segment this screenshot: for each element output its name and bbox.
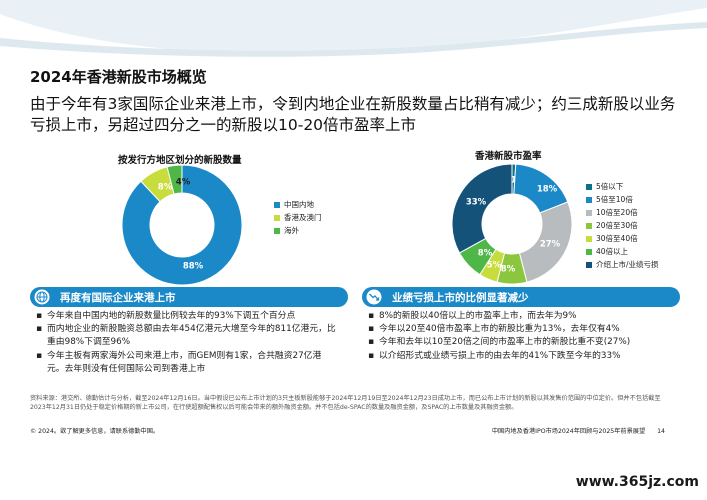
slice-label: 18% [537, 185, 558, 195]
legend-swatch [586, 222, 592, 229]
legend-swatch [274, 201, 280, 208]
legend-swatch [274, 227, 280, 234]
legend-label: 香港及澳门 [284, 213, 322, 222]
report-footer: 中国内地及香港IPO市场2024年回顾与2025年前景展望 14 [492, 426, 665, 435]
legend-label: 5倍以下 [596, 182, 624, 191]
legend-item: 20倍至30倍 [586, 219, 659, 232]
legend-swatch [586, 183, 592, 190]
right-bullet-list: 8%的新股以40倍以上的市盈率上市，而去年为9% 今年以20至40倍市盈率上市的… [368, 310, 678, 363]
report-title: 中国内地及香港IPO市场2024年回顾与2025年前景展望 [491, 428, 646, 435]
legend-label: 30倍至40倍 [596, 234, 638, 243]
donut-slice [166, 164, 183, 195]
legend-item: 中国内地 [274, 198, 322, 211]
slice-label: 27% [540, 240, 561, 250]
page-number: 14 [657, 428, 665, 435]
legend-item: 40倍以上 [586, 245, 659, 258]
list-item: 今年主板有两家海外公司来港上市，而GEM则有1家，合共融资27亿港元。去年则没有… [36, 350, 336, 376]
legend-label: 中国内地 [284, 200, 314, 209]
chart-1-title: 按发行方地区划分的新股数量 [118, 155, 242, 166]
legend-swatch [586, 261, 592, 268]
chart-1-legend: 中国内地香港及澳门海外 [274, 198, 322, 237]
legend-swatch [586, 235, 592, 242]
legend-item: 5倍以下 [586, 180, 659, 193]
legend-label: 海外 [284, 226, 299, 235]
header-decoration [0, 0, 707, 57]
legend-swatch [274, 214, 280, 221]
slice-label: 5% [487, 261, 502, 271]
slice-label: 8% [158, 183, 173, 193]
trend-down-icon [366, 289, 382, 305]
globe-icon [34, 289, 50, 305]
slice-label: 4% [176, 178, 191, 188]
source-note: 资料来源：港交所、德勤估计与分析，截至2024年12月16日。当中假设已公布上市… [30, 395, 661, 411]
legend-label: 10倍至20倍 [596, 208, 638, 217]
donut-slice [121, 164, 243, 286]
legend-item: 香港及澳门 [274, 211, 322, 224]
slice-label: 8% [501, 265, 516, 275]
list-item: 而内地企业的新股融资总额由去年454亿港元大增至今年的811亿港元，比重由98%… [36, 323, 336, 349]
page-title: 2024年香港新股市场概览 [30, 68, 207, 86]
watermark: www.365jz.com [575, 474, 699, 490]
legend-item: 30倍至40倍 [586, 232, 659, 245]
list-item: 以介绍形式或业绩亏损上市的由去年的41%下跌至今年的33% [368, 350, 678, 363]
left-bullet-list: 今年来自中国内地的新股数量比例较去年的93%下调五个百分点 而内地企业的新股融资… [36, 310, 336, 376]
slice-label: 88% [183, 262, 204, 272]
legend-item: 介绍上市/业绩亏损 [586, 258, 659, 271]
legend-item: 10倍至20倍 [586, 206, 659, 219]
slice-label: 33% [466, 198, 487, 208]
region-donut-chart: 88% 8% 4% [121, 164, 243, 286]
left-banner-text: 再度有国际企业来港上市 [60, 291, 176, 304]
left-banner: 再度有国际企业来港上市 [30, 287, 348, 307]
right-banner: 业绩亏损上市的比例显著减少 [362, 287, 680, 307]
legend-label: 5倍至10倍 [596, 195, 633, 204]
list-item: 今年以20至40倍市盈率上市的新股比重为13%，去年仅有4% [368, 323, 678, 336]
list-item: 8%的新股以40倍以上的市盈率上市，而去年为9% [368, 310, 678, 323]
legend-swatch [586, 209, 592, 216]
right-banner-text: 业绩亏损上市的比例显著减少 [392, 291, 529, 304]
list-item: 今年来自中国内地的新股数量比例较去年的93%下调五个百分点 [36, 310, 336, 323]
legend-item: 5倍至10倍 [586, 193, 659, 206]
legend-label: 介绍上市/业绩亏损 [596, 260, 659, 269]
slice-label: 8% [478, 249, 493, 259]
pe-ratio-donut-chart: 1%18%27%8%5%8%33% [451, 163, 573, 285]
chart-2-legend: 5倍以下 5倍至10倍 10倍至20倍 20倍至30倍 30倍至40倍 40倍以上介绍上市… [586, 180, 659, 271]
copyright-text: © 2024。欲了解更多信息，请联系德勤中国。 [30, 428, 160, 435]
legend-swatch [586, 248, 592, 255]
list-item: 今年和去年以10至20倍之间的市盈率上市的新股比重不变(27%) [368, 336, 678, 349]
legend-label: 20倍至30倍 [596, 221, 638, 230]
donut-slice [451, 163, 513, 254]
legend-label: 40倍以上 [596, 247, 629, 256]
chart-2-title: 香港新股市盈率 [475, 151, 542, 162]
legend-swatch [586, 196, 592, 203]
legend-item: 海外 [274, 224, 322, 237]
page-headline: 由于今年有3家国际企业来港上市，令到内地企业在新股数量占比稍有减少；约三成新股以… [30, 95, 676, 134]
